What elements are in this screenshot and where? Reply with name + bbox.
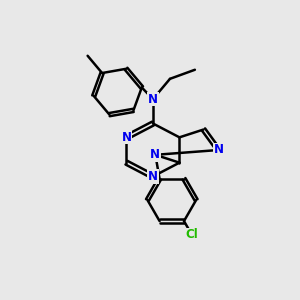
Text: N: N xyxy=(150,148,161,161)
Text: Cl: Cl xyxy=(185,228,198,241)
Text: N: N xyxy=(122,131,131,144)
Text: N: N xyxy=(148,93,158,106)
Text: N: N xyxy=(213,143,224,157)
Text: N: N xyxy=(148,170,158,183)
